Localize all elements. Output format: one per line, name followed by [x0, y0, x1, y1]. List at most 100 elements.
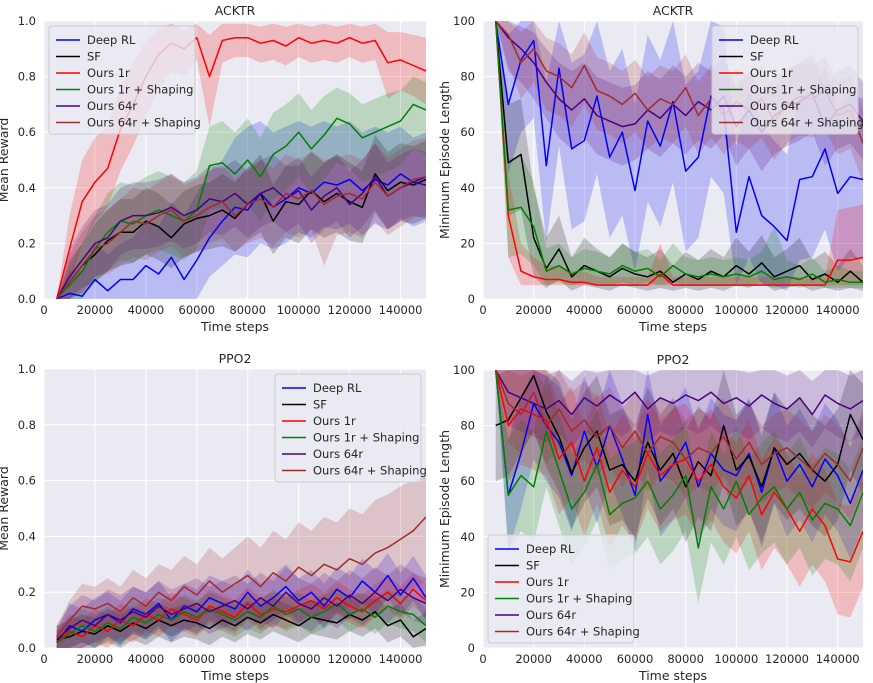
- series-group: [56, 475, 426, 648]
- x-tick-label: 100000: [277, 652, 321, 666]
- legend: Deep RL SF Ours 1r Ours 1r + Shaping Ours 64…: [711, 25, 864, 135]
- x-tick-label: 20000: [515, 652, 552, 666]
- band-deep-rl: [495, 370, 863, 559]
- chart-panel-2: 0 20000 40000 60000 80000 100000 120000 140000 0…: [437, 3, 864, 334]
- x-tick-label: 120000: [765, 652, 809, 666]
- y-tick-label: 0.0: [18, 641, 36, 655]
- legend-label: Ours 64r: [313, 447, 363, 461]
- x-tick-label: 120000: [328, 303, 372, 317]
- band-sf: [495, 21, 863, 291]
- legend-label: Ours 64r: [87, 99, 137, 113]
- legend-label: Ours 1r: [526, 575, 569, 589]
- x-tick-label: 100000: [714, 652, 758, 666]
- series-group: [494, 370, 863, 618]
- line-sf: [495, 374, 863, 488]
- legend-label: Ours 1r + Shaping: [750, 83, 856, 97]
- x-tick-label: 0: [479, 303, 486, 317]
- x-tick-label: 140000: [379, 303, 423, 317]
- legend-label: Ours 1r + Shaping: [87, 83, 193, 97]
- x-tick-label: 60000: [617, 303, 654, 317]
- line-ours-64r-shaping: [56, 516, 426, 638]
- line-ours-1r-shaping: [494, 21, 863, 284]
- chart-panel-3: 0 20000 40000 60000 80000 100000 120000 140000 0…: [0, 351, 427, 683]
- x-tick-label: 0: [40, 652, 47, 666]
- legend-label: Ours 64r + Shaping: [87, 116, 201, 130]
- line-ours-1r: [494, 21, 863, 286]
- legend-box: [274, 373, 422, 483]
- x-tick-label: 100000: [714, 303, 758, 317]
- legend-label: Ours 64r: [750, 99, 800, 113]
- x-tick-label: 40000: [128, 303, 165, 317]
- y-tick-label: 80: [460, 419, 475, 433]
- line-sf: [494, 21, 863, 284]
- x-tick-label: 60000: [179, 303, 216, 317]
- y-axis-label: Minimum Episode Length: [437, 81, 452, 239]
- y-tick-label: 0.6: [18, 125, 36, 139]
- y-tick-label: 100: [453, 363, 475, 377]
- band-ours-64r-shaping: [495, 21, 863, 183]
- y-tick-label: 0.0: [18, 292, 36, 306]
- y-tick-label: 1.0: [18, 14, 36, 28]
- legend-label: SF: [526, 559, 540, 573]
- x-tick-label: 120000: [765, 303, 809, 317]
- band-ours-1r: [495, 21, 863, 286]
- x-tick-label: 80000: [229, 303, 266, 317]
- band-ours-64r: [56, 143, 426, 299]
- band-ours-64r: [495, 370, 863, 448]
- line-deep-rl: [494, 21, 863, 242]
- y-tick-label: 20: [460, 236, 475, 250]
- line-ours-64r: [56, 175, 426, 299]
- legend-label: Deep RL: [87, 33, 136, 47]
- x-tick-label: 80000: [667, 652, 704, 666]
- x-tick-label: 140000: [816, 652, 860, 666]
- band-ours-64r-shaping: [56, 137, 426, 299]
- chart-title: ACKTR: [215, 3, 256, 18]
- y-tick-label: 0.8: [18, 418, 36, 432]
- legend: Deep RL SF Ours 1r Ours 1r + Shaping Ours 64…: [274, 373, 427, 483]
- chart-title: PPO2: [219, 351, 252, 366]
- x-tick-label: 20000: [77, 652, 114, 666]
- legend-label: Ours 64r: [526, 608, 576, 622]
- line-ours-64r: [495, 370, 863, 416]
- x-axis-label: Time steps: [200, 668, 269, 683]
- y-axis-label: Minimum Episode Length: [437, 430, 452, 588]
- legend: Deep RL SF Ours 1r Ours 1r + Shaping Ours 64…: [48, 25, 201, 135]
- y-axis-label: Mean Reward: [0, 466, 11, 551]
- x-tick-label: 40000: [566, 303, 603, 317]
- x-tick-label: 20000: [77, 303, 114, 317]
- band-ours-64r-shaping: [495, 370, 863, 521]
- legend-box: [711, 25, 859, 135]
- legend-label: Ours 1r: [750, 66, 793, 80]
- legend-label: Ours 1r: [87, 66, 130, 80]
- x-tick-label: 80000: [667, 303, 704, 317]
- chart-title: ACKTR: [653, 3, 694, 18]
- x-tick-label: 20000: [515, 303, 552, 317]
- legend-label: Ours 1r: [313, 414, 356, 428]
- x-tick-label: 60000: [179, 652, 216, 666]
- y-tick-label: 60: [460, 125, 475, 139]
- line-ours-64r: [56, 588, 426, 641]
- line-ours-1r: [55, 36, 426, 299]
- legend-label: Ours 1r + Shaping: [313, 431, 419, 445]
- line-deep-rl: [56, 173, 426, 299]
- y-tick-label: 0: [468, 641, 475, 655]
- legend-label: Ours 64r + Shaping: [526, 625, 640, 639]
- y-tick-label: 0.6: [18, 474, 36, 488]
- y-tick-label: 60: [460, 474, 475, 488]
- band-ours-1r-shaping: [56, 76, 426, 299]
- legend-label: Ours 64r + Shaping: [750, 116, 864, 130]
- x-tick-label: 140000: [379, 652, 423, 666]
- line-deep-rl: [494, 370, 863, 505]
- y-tick-label: 0.8: [18, 70, 36, 84]
- chart-panel-1: 0 20000 40000 60000 80000 100000 120000 140000 0…: [0, 3, 426, 334]
- y-tick-label: 20: [460, 585, 475, 599]
- x-axis-label: Time steps: [200, 319, 269, 334]
- band-ours-1r-shaping: [56, 586, 426, 648]
- legend-label: Deep RL: [526, 542, 575, 556]
- y-tick-label: 0.2: [18, 236, 36, 250]
- x-axis-label: Time steps: [638, 668, 707, 683]
- y-tick-label: 0.4: [18, 181, 36, 195]
- x-tick-label: 60000: [617, 652, 654, 666]
- y-tick-label: 1.0: [18, 362, 36, 376]
